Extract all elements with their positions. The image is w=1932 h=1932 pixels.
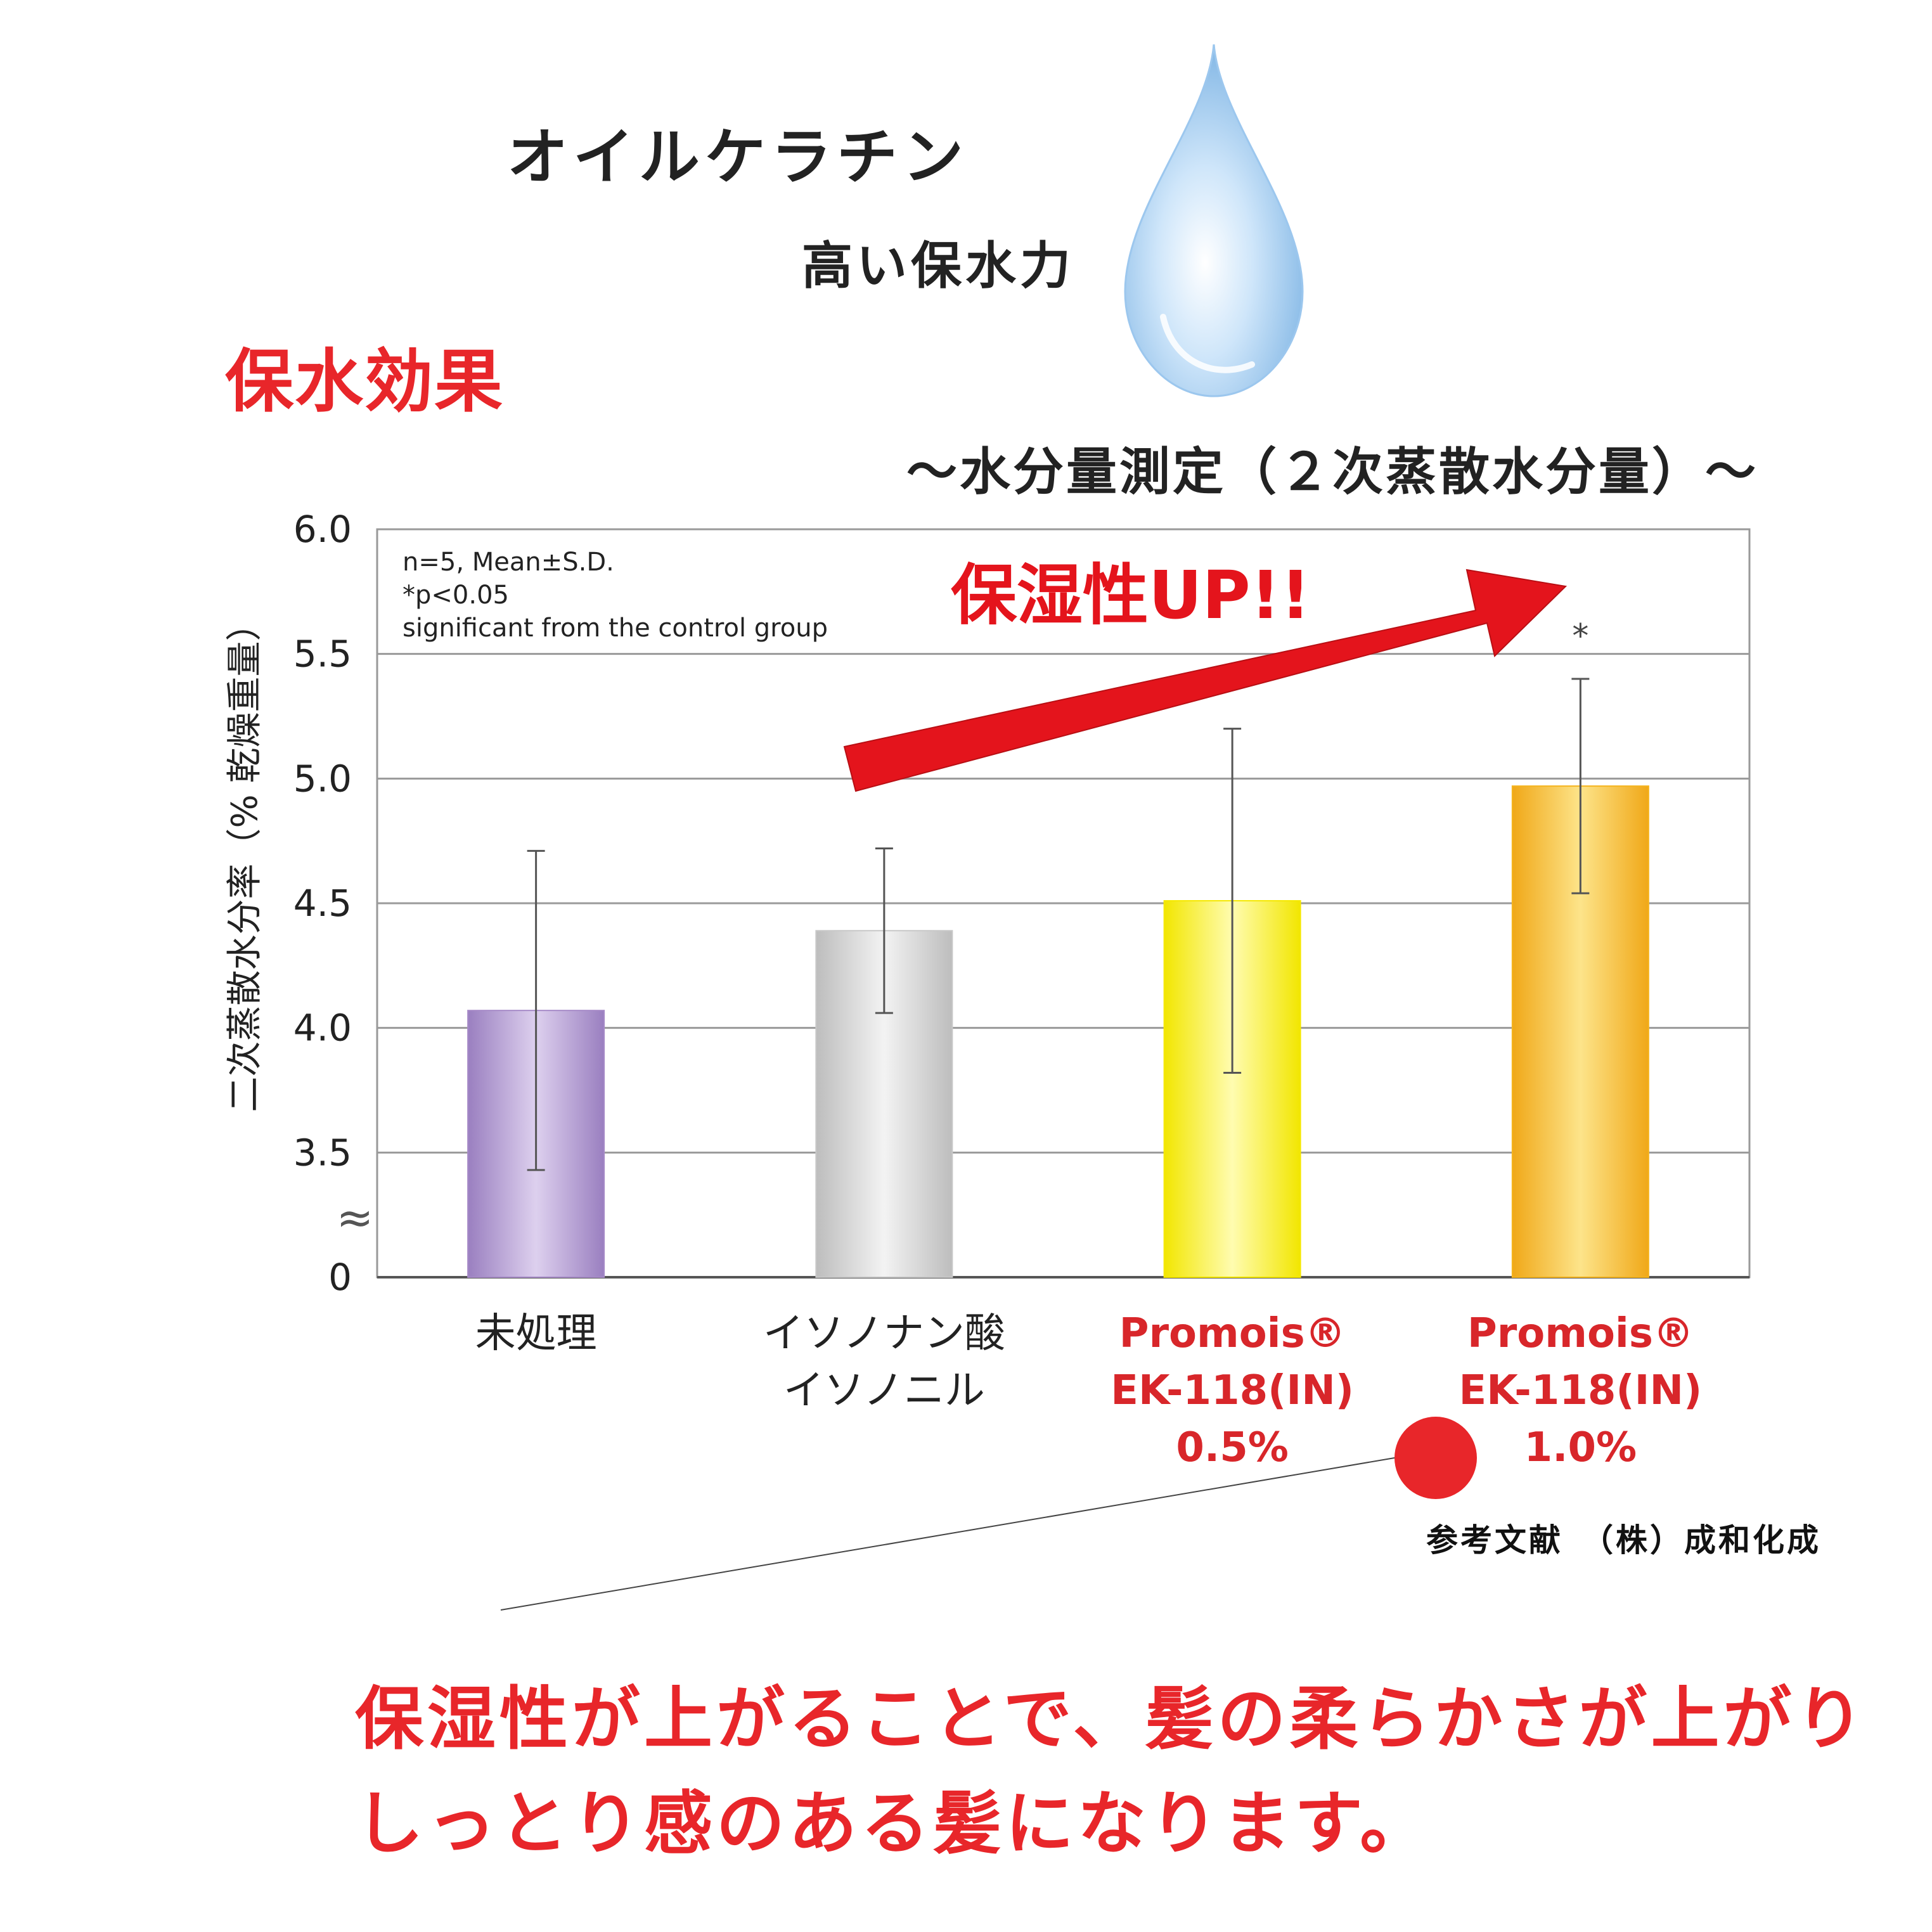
reference-dot bbox=[1394, 1417, 1477, 1499]
x-category-label: Promois® bbox=[1119, 1310, 1346, 1357]
x-category-label: 1.0% bbox=[1524, 1424, 1637, 1471]
y-tick-label: 3.5 bbox=[293, 1131, 352, 1174]
y-axis-label: 二次蒸散水分率（% 乾燥重量） bbox=[224, 605, 266, 1112]
x-category-label: EK-118(IN) bbox=[1459, 1367, 1702, 1414]
y-tick-label: 5.0 bbox=[293, 757, 352, 800]
trend-label: 保湿性UP!! bbox=[951, 557, 1311, 634]
water-drop-icon bbox=[1124, 44, 1304, 397]
axis-break-mark: ≈ bbox=[337, 1192, 374, 1244]
y-tick-label: 4.5 bbox=[293, 882, 352, 925]
stats-note-line: *p<0.05 bbox=[402, 581, 509, 610]
stats-note: n=5, Mean±S.D. *p<0.05 significant from th… bbox=[402, 548, 828, 643]
y-tick-label: 6.0 bbox=[293, 508, 352, 551]
x-category-label: イソノナン酸 bbox=[763, 1310, 1005, 1357]
product-title: オイルケラチン bbox=[507, 122, 969, 193]
stats-note-line: n=5, Mean±S.D. bbox=[402, 548, 614, 577]
y-tick-label: 5.5 bbox=[293, 633, 352, 676]
x-category-label: イソノニル bbox=[783, 1367, 985, 1414]
reference-text: 参考文献 （株）成和化成 bbox=[1426, 1522, 1821, 1559]
measurement-title: ～水分量測定（２次蒸散水分量）～ bbox=[906, 442, 1758, 501]
product-subtitle: 高い保水力 bbox=[802, 236, 1074, 295]
section-title: 保水効果 bbox=[225, 342, 505, 422]
trend-arrow bbox=[843, 569, 1568, 792]
x-category-label: 0.5% bbox=[1176, 1424, 1289, 1471]
y-tick-label: 4.0 bbox=[293, 1007, 352, 1050]
y-tick-label: 0 bbox=[328, 1256, 352, 1299]
x-category-label: Promois® bbox=[1467, 1310, 1694, 1357]
bar-chart: 6.0 5.5 5.0 4.5 4.0 3.5 0 二次蒸散水分率（% 乾燥重量） ≈ n=… bbox=[224, 508, 1751, 1471]
x-category-label: EK-118(IN) bbox=[1111, 1367, 1354, 1414]
conclusion-line-2: しっとり感のある髪になります。 bbox=[355, 1784, 1433, 1864]
significance-mark: * bbox=[1572, 617, 1588, 655]
stats-note-line: significant from the control group bbox=[402, 614, 828, 643]
x-category-label: 未処理 bbox=[475, 1310, 597, 1357]
y-tick-labels: 6.0 5.5 5.0 4.5 4.0 3.5 0 bbox=[293, 508, 352, 1299]
conclusion-line-1: 保湿性が上がることで、髪の柔らかさが上がり bbox=[355, 1680, 1868, 1759]
bars: * bbox=[467, 617, 1649, 1278]
